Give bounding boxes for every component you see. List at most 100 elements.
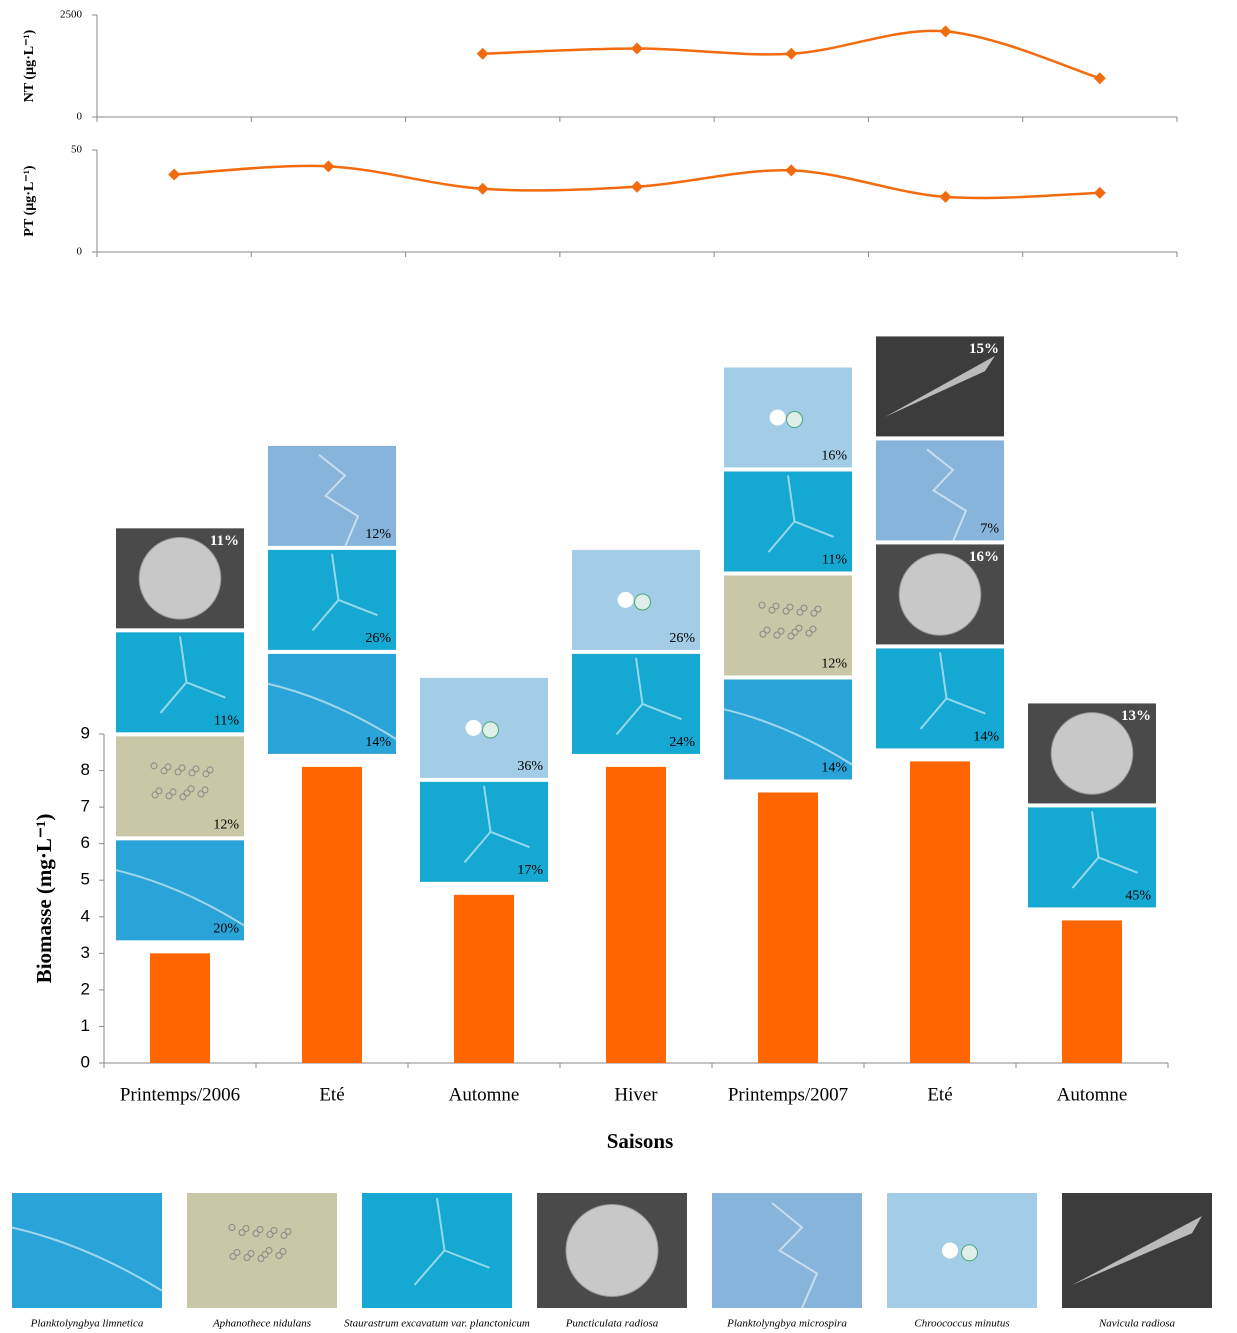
tile-art [463,785,530,864]
tile-label: 11% [214,714,239,729]
species-tile [114,838,246,943]
x-tick-label: Printemps/2007 [728,1084,848,1105]
tile-art [763,626,771,634]
legend-swatch [12,1193,162,1308]
tile-label: 11% [822,553,847,568]
legend-label: Planktolyngbya microspira [726,1318,847,1330]
tile-art [758,601,766,609]
species-tile [266,547,398,652]
species-tile [266,651,398,756]
marker [631,42,643,55]
legend-swatch [187,1193,337,1308]
tile-art [768,606,776,614]
tile-art [261,1251,269,1258]
x-tick-label: Hiver [614,1084,658,1105]
tile-art [206,766,214,774]
tile-art [1050,712,1134,795]
tile-art [202,770,210,778]
y-tick-label: 0 [77,246,83,258]
tile-art [942,1242,958,1259]
y-tick-label: 8 [81,760,90,779]
tile-art [169,788,177,796]
y-tick-label: 6 [81,833,90,852]
tile-label: 16% [821,449,847,464]
tile-art [809,625,817,633]
species-tile [874,334,1006,439]
species-tile [874,438,1006,543]
y-tick-label: 2500 [60,9,83,21]
tile-label: 26% [365,631,391,646]
tile-art [791,628,799,636]
tile-art [165,792,173,800]
y-tick-label: 0 [77,111,83,123]
tile-art [183,789,191,797]
tile-art [786,411,803,429]
tile-art [800,604,808,612]
tile-art [164,763,172,771]
x-tick-label: Automne [1057,1084,1128,1105]
legend-label: Staurastrum excavatum var. planctonicum [344,1318,530,1330]
tile-label: 16% [969,549,999,565]
tile-art [413,1197,490,1286]
tile-label: 12% [365,527,391,542]
marker [476,47,489,60]
tile-art [256,1226,264,1233]
tile-art [722,708,854,767]
tile-art [1072,1216,1202,1285]
tile-art [197,790,205,798]
tile-art [279,1248,287,1255]
tile-art [615,657,682,736]
marker [1093,72,1106,85]
tile-art [160,767,168,775]
tile-art [243,1254,251,1261]
tile-label: 17% [517,863,543,878]
tile-art [782,607,790,615]
tile-art [318,454,360,548]
tile-label: 13% [1121,708,1151,724]
tile-art [767,475,834,553]
tile-art [769,409,786,426]
marker [785,164,798,177]
tile-label: 15% [969,341,999,357]
species-tile [1026,805,1158,910]
y-tick-label: 7 [81,797,90,816]
tile-art [814,605,822,613]
legend-label: Puncticulata radiosa [565,1318,659,1330]
tile-art [565,1204,659,1297]
y-axis-label: Biomasse (mg·L⁻¹) [32,814,56,984]
tile-art [159,636,226,714]
bar [758,792,818,1063]
tile-art [759,630,767,638]
y-tick-label: 2 [81,979,90,998]
tile-art [179,793,187,801]
species-tile [722,677,854,782]
tile-art [187,785,195,793]
y-axis-label: NT (µg·L⁻¹) [22,29,37,102]
tile-art [238,1229,246,1236]
legend-label: Navicula radiosa [1098,1318,1176,1330]
tile-art [796,608,804,616]
y-tick-label: 50 [71,144,83,156]
tile-art [617,591,634,608]
tile-label: 20% [213,922,239,937]
y-tick-label: 9 [81,723,90,742]
tile-art [805,629,813,637]
tile-art [201,786,209,794]
y-tick-label: 3 [81,943,90,962]
tile-art [247,1250,255,1257]
tile-art [926,448,968,542]
tile-label: 12% [213,818,239,833]
tile-art [786,603,794,611]
species-tile [114,630,246,735]
tile-art [270,1227,278,1234]
legend-label: Aphanothece nidulans [212,1318,311,1330]
y-tick-label: 1 [81,1016,90,1035]
tile-art [174,768,182,776]
tile-art [151,791,159,799]
tile-art [150,762,158,770]
tile-art [11,1226,163,1292]
tile-art [229,1253,237,1260]
tile-art [773,631,781,639]
species-tile [570,651,702,756]
legend-swatch [362,1193,512,1308]
